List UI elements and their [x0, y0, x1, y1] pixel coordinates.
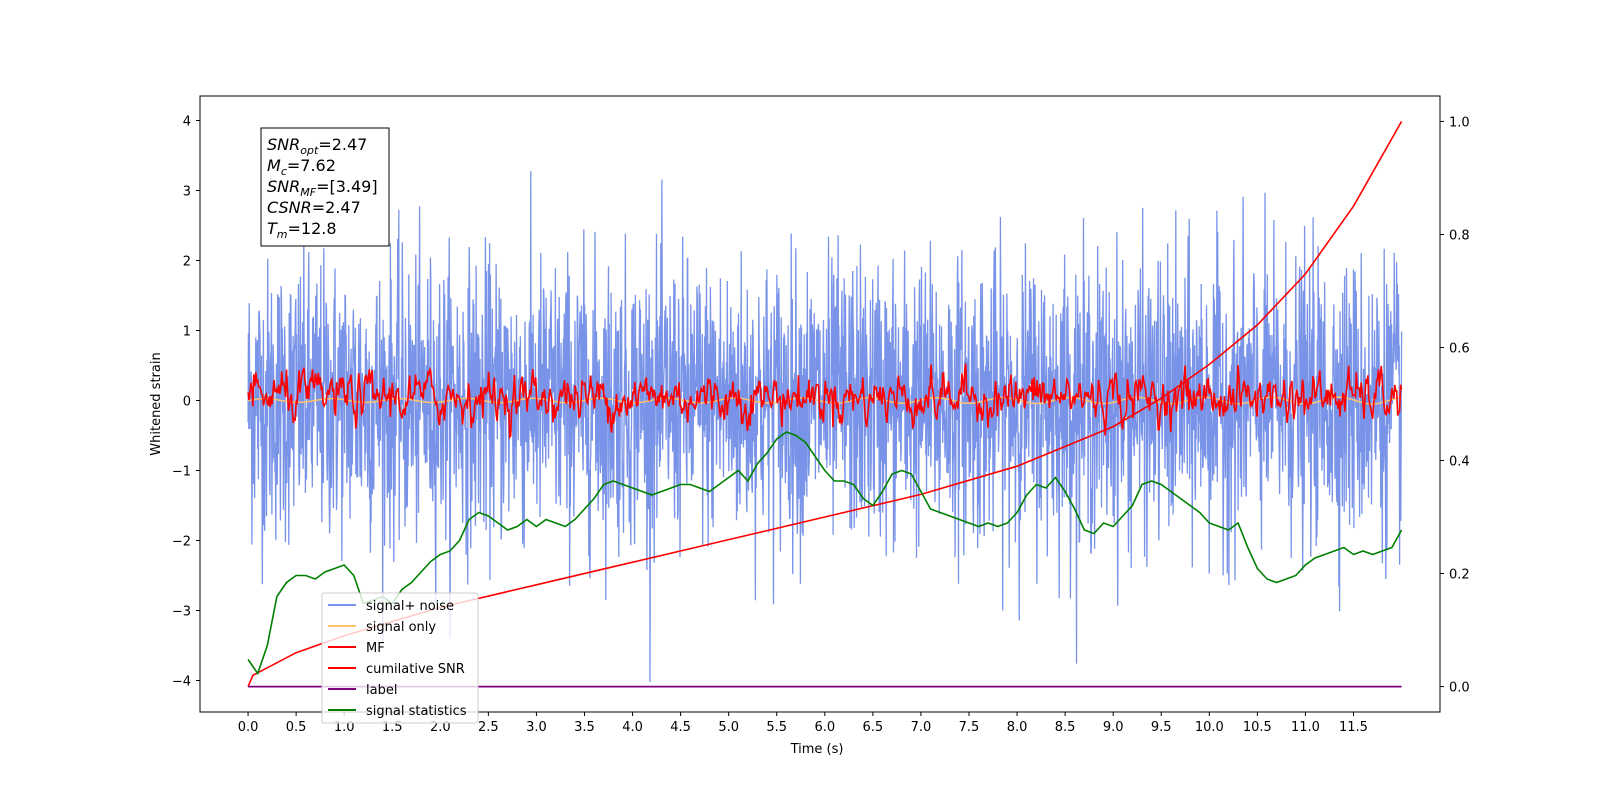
x-tick-label: 4.0	[622, 720, 643, 735]
x-tick-label: 2.0	[430, 720, 451, 735]
info-box-row: Mc=7.62	[267, 156, 336, 178]
y2-tick-label: 1.0	[1449, 115, 1470, 130]
legend-frame	[321, 592, 479, 724]
x-tick-label: 5.5	[766, 720, 787, 735]
y-tick-label: 1	[183, 325, 191, 340]
x-tick-label: 10.5	[1243, 720, 1272, 735]
legend-label: label	[366, 683, 397, 698]
x-tick-label: 3.0	[526, 720, 547, 735]
x-tick-label: 2.5	[478, 720, 499, 735]
y-tick-label: −3	[172, 605, 191, 620]
x-tick-label: 7.0	[911, 720, 932, 735]
y-tick-label: 3	[183, 185, 191, 200]
y-axis-label: Whitened strain	[149, 352, 164, 455]
legend-label: cumilative SNR	[366, 662, 465, 677]
x-tick-label: 0.0	[238, 720, 259, 735]
y2-tick-label: 0.6	[1449, 341, 1470, 356]
x-tick-label: 8.5	[1055, 720, 1076, 735]
legend: signal+ noise signal only MF cumilative SNR…	[321, 592, 479, 724]
y2-tick-label: 0.2	[1449, 568, 1470, 583]
x-axis-label: Time (s)	[790, 742, 844, 757]
y2-tick-label: 0.4	[1449, 455, 1470, 470]
info-box-row: SNRMF=[3.49]	[267, 177, 378, 199]
x-tick-label: 6.0	[814, 720, 835, 735]
x-tick-label: 3.5	[574, 720, 595, 735]
series-mf-line	[247, 363, 1403, 440]
x-tick-label: 0.5	[286, 720, 307, 735]
x-tick-label: 8.0	[1007, 720, 1028, 735]
info-box-row: Tm=12.8	[267, 219, 337, 241]
legend-label: signal+ noise	[366, 599, 454, 614]
x-tick-label: 1.0	[334, 720, 355, 735]
y-tick-label: 2	[183, 255, 191, 270]
y2-tick-label: 0.8	[1449, 228, 1470, 243]
x-tick-label: 7.5	[959, 720, 980, 735]
info-box-row: CSNR=2.47	[267, 198, 361, 217]
y-tick-label: 4	[183, 115, 191, 130]
legend-label: signal statistics	[366, 704, 467, 719]
y-tick-label: −1	[172, 465, 191, 480]
x-tick-label: 9.5	[1151, 720, 1172, 735]
x-tick-label: 6.5	[863, 720, 884, 735]
info-box-frame	[260, 127, 390, 247]
x-tick-label: 1.5	[382, 720, 403, 735]
x-tick-label: 11.5	[1339, 720, 1368, 735]
x-tick-label: 11.0	[1291, 720, 1320, 735]
y-tick-label: −2	[172, 535, 191, 550]
info-box-row: SNRopt=2.47	[267, 135, 367, 157]
y2-tick-label: 0.0	[1449, 681, 1470, 696]
x-tick-label: 5.0	[718, 720, 739, 735]
x-axis: 0.0 0.5 1.0 1.5 2.0 2.5 3.0 3.5 4.0 4.5 5.0 5.5 6.0 6…	[238, 712, 1368, 735]
x-tick-label: 4.5	[670, 720, 691, 735]
y-axis-left: 4 3 2 1 0 −1 −2 −3 −4	[172, 115, 200, 690]
y-tick-label: 0	[183, 395, 191, 410]
series-signal-statistics-line	[247, 431, 1403, 676]
x-tick-label: 10.0	[1195, 720, 1224, 735]
y-axis-right: 1.0 0.8 0.6 0.4 0.2 0.0	[1440, 115, 1470, 696]
x-tick-label: 9.0	[1103, 720, 1124, 735]
y-tick-label: −4	[172, 675, 191, 690]
plot-frame	[199, 95, 1441, 713]
series-signal-noise-line	[247, 171, 1403, 683]
legend-label: signal only	[366, 620, 436, 635]
legend-label: MF	[366, 641, 385, 656]
